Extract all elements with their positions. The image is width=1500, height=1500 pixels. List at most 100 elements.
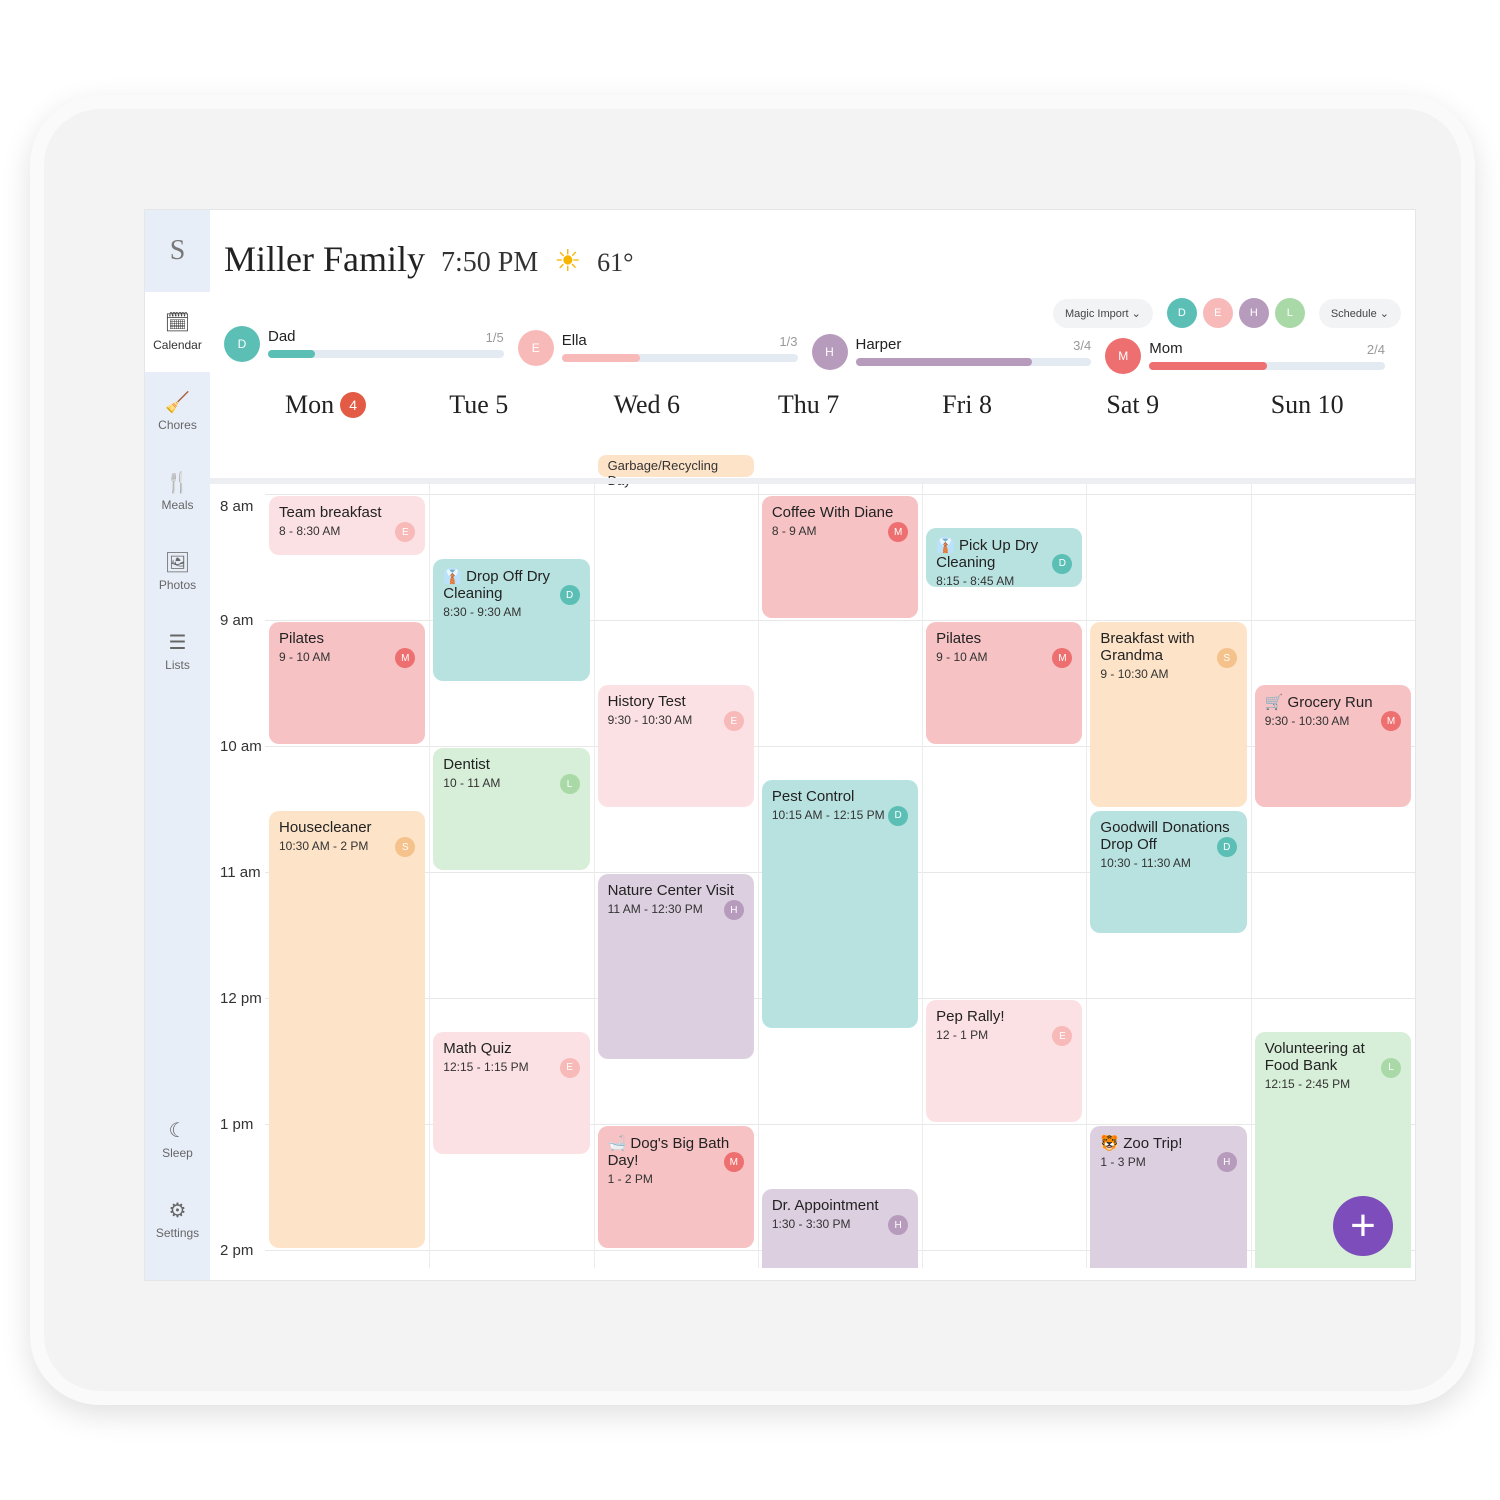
event-title: Goodwill Donations Drop Off bbox=[1100, 819, 1230, 853]
member-filter-H[interactable]: H bbox=[1238, 298, 1269, 328]
event-card[interactable]: 👔 Drop Off Dry Cleaning 8:30 - 9:30 AM D bbox=[433, 559, 590, 681]
hour-label: 9 am bbox=[220, 612, 254, 629]
day-header-2[interactable]: Wed 6 bbox=[594, 390, 758, 420]
event-time: 8 - 9 AM bbox=[771, 524, 817, 538]
event-owner-avatar: M bbox=[1052, 648, 1073, 668]
progress-body: Harper 3/4 bbox=[855, 334, 1092, 370]
event-card[interactable]: Housecleaner 10:30 AM - 2 PM S bbox=[269, 811, 426, 1248]
sidebar-item-meals[interactable]: 🍴 Meals bbox=[145, 452, 210, 532]
member-filter-E[interactable]: E bbox=[1202, 298, 1233, 328]
calendar-icon: 🗓 bbox=[164, 312, 191, 334]
event-owner-avatar: H bbox=[1216, 1152, 1237, 1172]
event-card[interactable]: Pilates 9 - 10 AM M bbox=[269, 622, 426, 744]
sidebar-item-settings[interactable]: ⚙ Settings bbox=[145, 1180, 210, 1260]
event-owner-avatar: M bbox=[1380, 711, 1401, 731]
event-card[interactable]: 🛒 Grocery Run 9:30 - 10:30 AM M bbox=[1254, 685, 1411, 807]
progress-bar bbox=[561, 354, 798, 362]
event-card[interactable]: 🐯 Zoo Trip! 1 - 3 PM H bbox=[1090, 1126, 1247, 1268]
hour-label: 2 pm bbox=[220, 1242, 254, 1259]
sidebar-item-label: Photos bbox=[158, 578, 197, 592]
day-header-5[interactable]: Sat 9 bbox=[1086, 390, 1250, 420]
day-headers: Mon 4 Tue 5 Wed 6 Thu 7 Fri 8 Sat 9 Sun 10 bbox=[265, 390, 1415, 420]
sidebar-item-lists[interactable]: ☰ Lists bbox=[145, 612, 210, 692]
sidebar: S 🗓 Calendar 🧹 Chores 🍴 Meals 🖼 Photos ☰ Lists ☾ S… bbox=[145, 210, 210, 1280]
day-divider bbox=[1250, 484, 1252, 1268]
day-header-3[interactable]: Thu 7 bbox=[758, 390, 922, 420]
event-card[interactable]: Breakfast with Grandma 9 - 10:30 AM S bbox=[1090, 622, 1247, 807]
progress-fraction: 2/4 bbox=[1366, 342, 1385, 357]
sun-icon: ☀ bbox=[554, 245, 582, 278]
magic-import-button[interactable]: Magic Import ⌄ bbox=[1052, 298, 1153, 328]
screen: S 🗓 Calendar 🧹 Chores 🍴 Meals 🖼 Photos ☰ Lists ☾ S… bbox=[145, 210, 1415, 1280]
sidebar-item-calendar[interactable]: 🗓 Calendar bbox=[145, 292, 210, 372]
event-title: Math Quiz bbox=[443, 1039, 512, 1057]
hour-label: 11 am bbox=[220, 864, 261, 881]
progress-fraction: 1/3 bbox=[779, 334, 798, 349]
event-card[interactable]: Dentist 10 - 11 AM L bbox=[433, 748, 590, 870]
event-card[interactable]: Pest Control 10:15 AM - 12:15 PM D bbox=[761, 779, 919, 1028]
event-card[interactable]: Coffee With Diane 8 - 9 AM M bbox=[761, 496, 919, 618]
progress-mom[interactable]: M Mom 2/4 bbox=[1105, 338, 1385, 374]
progress-fill bbox=[268, 350, 316, 358]
progress-bar bbox=[1149, 362, 1385, 370]
event-card[interactable]: Math Quiz 12:15 - 1:15 PM E bbox=[433, 1031, 590, 1154]
event-card[interactable]: 👔 Pick Up Dry Cleaning 8:15 - 8:45 AM D bbox=[926, 527, 1083, 587]
event-title: Housecleaner bbox=[279, 819, 372, 836]
event-card[interactable]: History Test 9:30 - 10:30 AM E bbox=[597, 685, 754, 807]
hour-label: 10 am bbox=[220, 738, 262, 755]
event-owner-avatar: M bbox=[888, 522, 909, 542]
event-title: 🛒 Grocery Run bbox=[1264, 694, 1373, 711]
event-title: Nature Center Visit bbox=[607, 882, 735, 899]
event-card[interactable]: Pilates 9 - 10 AM M bbox=[926, 622, 1083, 744]
member-filter-D[interactable]: D bbox=[1166, 298, 1197, 328]
event-owner-avatar: M bbox=[723, 1152, 744, 1172]
event-title: Volunteering at Food Bank bbox=[1264, 1039, 1365, 1074]
event-card[interactable]: Dr. Appointment 1:30 - 3:30 PM H bbox=[761, 1189, 919, 1268]
day-header-4[interactable]: Fri 8 bbox=[922, 390, 1086, 420]
sidebar-item-photos[interactable]: 🖼 Photos bbox=[145, 532, 210, 612]
sidebar-item-label: Calendar bbox=[153, 338, 202, 352]
event-card[interactable]: Volunteering at Food Bank 12:15 - 2:45 PM… bbox=[1254, 1031, 1411, 1268]
sidebar-item-label: Chores bbox=[158, 418, 197, 432]
sidebar-item-label: Settings bbox=[155, 1226, 200, 1240]
day-header-1[interactable]: Tue 5 bbox=[429, 390, 593, 420]
event-owner-avatar: S bbox=[395, 837, 416, 857]
day-divider bbox=[757, 484, 759, 1268]
day-header-6[interactable]: Sun 10 bbox=[1251, 390, 1415, 420]
progress-ella[interactable]: E Ella 1/3 bbox=[517, 322, 798, 374]
day-label: Tue 5 bbox=[449, 390, 509, 419]
sidebar-item-sleep[interactable]: ☾ Sleep bbox=[145, 1100, 210, 1180]
event-title: Dr. Appointment bbox=[771, 1197, 879, 1214]
day-label: Sun 10 bbox=[1270, 390, 1344, 419]
event-card[interactable]: Nature Center Visit 11 AM - 12:30 PM H bbox=[597, 874, 754, 1059]
event-owner-avatar: D bbox=[888, 805, 909, 826]
app-logo: S bbox=[169, 235, 186, 266]
progress-body: Ella 1/3 bbox=[561, 330, 798, 366]
progress-dad[interactable]: D Dad 1/5 bbox=[224, 314, 504, 374]
day-label: Thu 7 bbox=[777, 390, 840, 419]
all-day-event[interactable]: Garbage/Recycling Day bbox=[597, 455, 754, 488]
event-card[interactable]: Goodwill Donations Drop Off 10:30 - 11:30… bbox=[1090, 811, 1247, 933]
event-time: 1 - 2 PM bbox=[607, 1172, 653, 1186]
event-card[interactable]: Pep Rally! 12 - 1 PM E bbox=[926, 1000, 1083, 1122]
event-card[interactable]: 🛁 Dog's Big Bath Day! 1 - 2 PM M bbox=[597, 1126, 754, 1248]
event-time: 8 - 8:30 AM bbox=[279, 524, 341, 538]
progress-bar bbox=[855, 358, 1092, 366]
event-owner-avatar: D bbox=[1052, 553, 1073, 574]
event-title: Team breakfast bbox=[279, 504, 382, 521]
event-card[interactable]: Team breakfast 8 - 8:30 AM E bbox=[269, 496, 426, 555]
sidebar-item-chores[interactable]: 🧹 Chores bbox=[145, 372, 210, 452]
day-divider bbox=[593, 484, 595, 1268]
member-filter-L[interactable]: L bbox=[1274, 298, 1305, 328]
hour-label: 1 pm bbox=[220, 1116, 254, 1133]
day-header-0[interactable]: Mon 4 bbox=[265, 390, 429, 420]
progress-harper[interactable]: H Harper 3/4 bbox=[811, 330, 1092, 374]
day-divider bbox=[922, 484, 924, 1268]
add-event-button[interactable]: + bbox=[1333, 1196, 1393, 1256]
hour-line bbox=[265, 494, 1415, 495]
event-time: 10:30 AM - 2 PM bbox=[279, 839, 369, 853]
schedule-view-dropdown[interactable]: Schedule ⌄ bbox=[1318, 298, 1401, 328]
gear-icon: ⚙ bbox=[168, 1200, 187, 1222]
sidebar-item-label: Meals bbox=[161, 498, 194, 512]
